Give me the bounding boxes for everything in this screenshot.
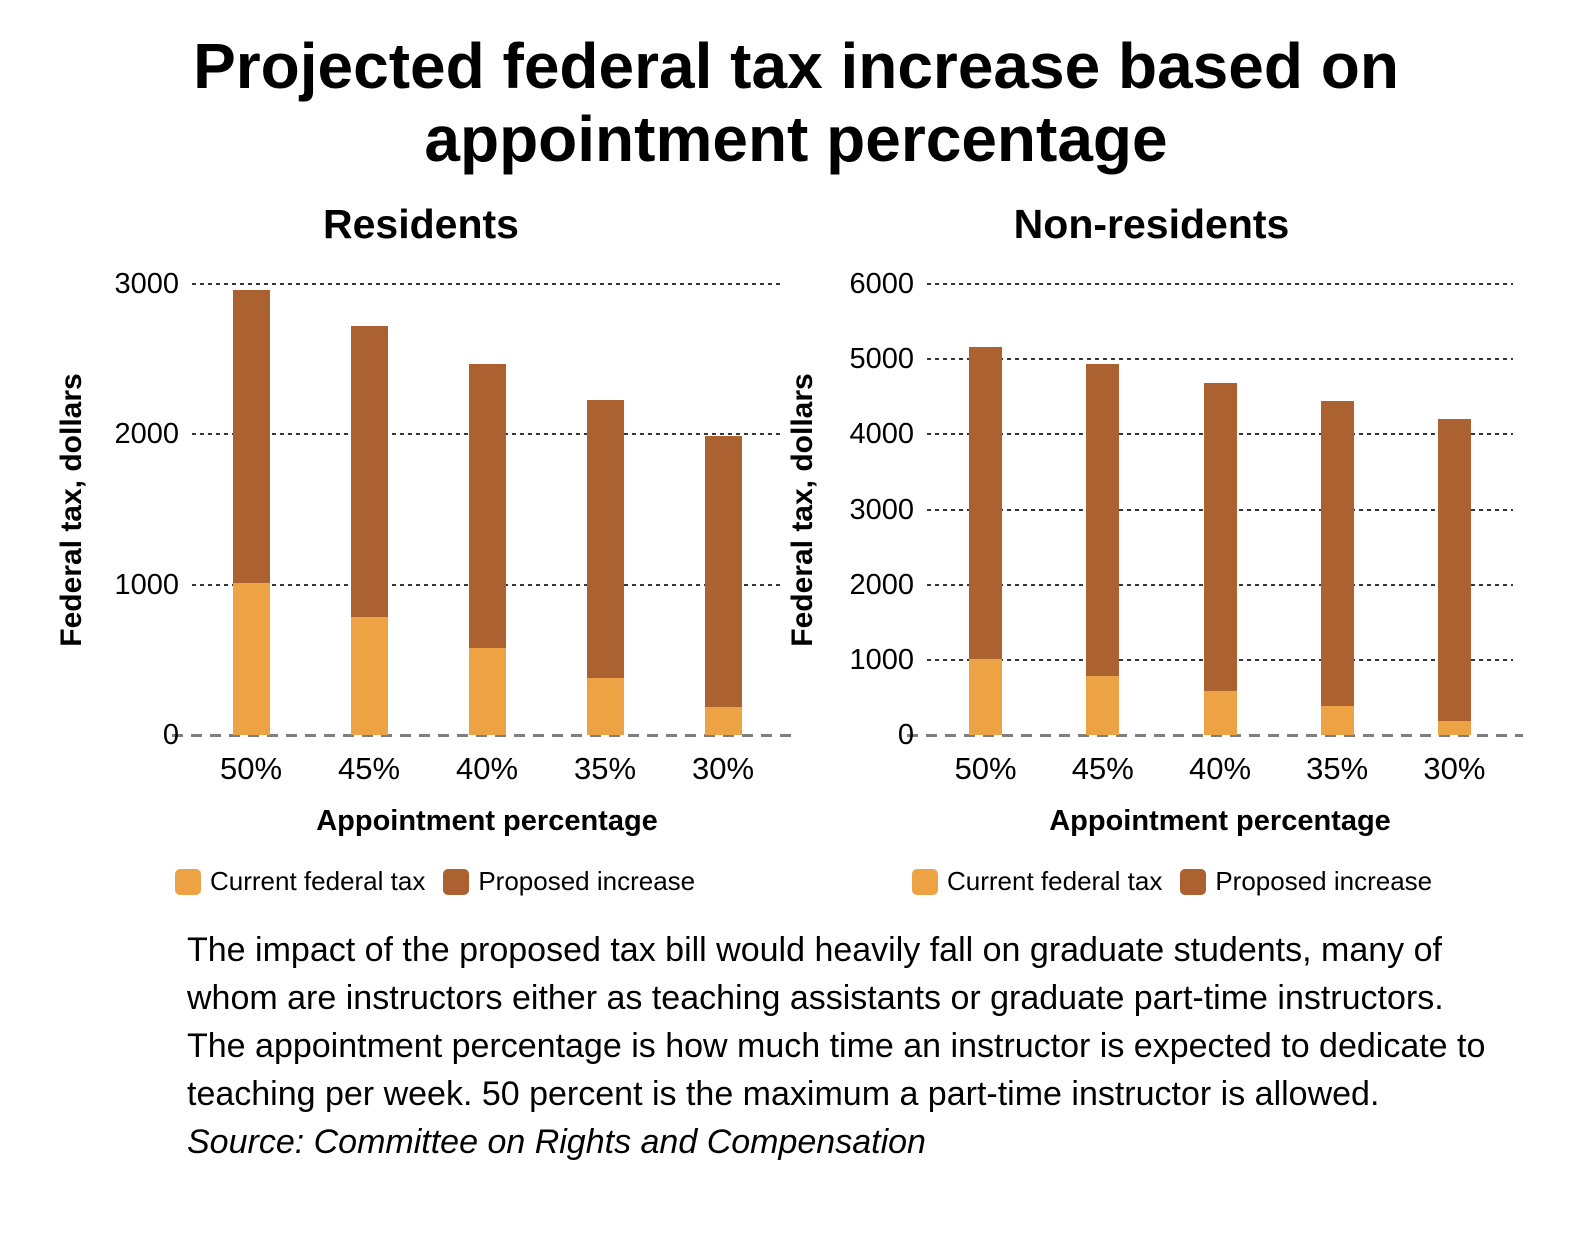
y-tick-label-residents-2000: 2000 — [114, 418, 179, 451]
bar-segment-proposed-residents-40% — [468, 363, 506, 648]
x-tick-label-residents-35%: 35% — [573, 751, 637, 786]
zero-gridline-non-residents — [907, 734, 1523, 737]
legend-label-proposed: Proposed increase — [478, 866, 696, 896]
legend-item-proposed-residents: Proposed increase — [443, 868, 695, 895]
chart-title-residents: Residents — [323, 201, 519, 247]
y-tick-label-non-residents-2000: 2000 — [849, 568, 914, 601]
bar-segment-proposed-residents-45% — [350, 326, 388, 617]
x-tick-label-residents-50%: 50% — [219, 751, 283, 786]
x-tick-label-residents-45%: 45% — [337, 751, 401, 786]
x-axis-title-residents: Appointment percentage — [316, 805, 658, 837]
bar-segment-current-non-residents-45% — [1086, 675, 1120, 735]
bar-segment-proposed-non-residents-35% — [1320, 401, 1354, 707]
bar-segment-proposed-non-residents-30% — [1437, 419, 1471, 722]
y-tick-label-non-residents-0: 0 — [897, 719, 914, 751]
bar-segment-proposed-residents-35% — [586, 399, 624, 678]
page-title-text: Projected federal tax increase based on … — [193, 30, 1399, 175]
bar-segment-current-residents-50% — [232, 583, 270, 735]
y-tick-label-non-residents-4000: 4000 — [849, 418, 914, 451]
bar-segment-proposed-non-residents-40% — [1203, 383, 1237, 692]
y-tick-label-non-residents-1000: 1000 — [849, 643, 914, 676]
zero-gridline-residents — [172, 734, 792, 737]
legend-item-proposed-non-residents: Proposed increase — [1180, 868, 1432, 895]
y-tick-label-non-residents-6000: 6000 — [849, 268, 914, 300]
bar-segment-proposed-residents-50% — [232, 290, 270, 584]
gridline-residents-3000 — [192, 283, 782, 285]
bar-segment-proposed-non-residents-50% — [969, 347, 1003, 660]
legend-label-current: Current federal tax — [210, 866, 426, 896]
caption-text: The impact of the proposed tax bill woul… — [187, 931, 1486, 1113]
legend-item-current-residents: Current federal tax — [175, 868, 425, 895]
caption-block: The impact of the proposed tax bill woul… — [187, 926, 1497, 1166]
x-tick-label-non-residents-40%: 40% — [1188, 751, 1252, 786]
bar-segment-current-residents-30% — [704, 707, 742, 735]
x-tick-label-non-residents-45%: 45% — [1071, 751, 1134, 786]
legend-swatch-current-icon — [175, 868, 201, 895]
x-tick-label-residents-30%: 30% — [691, 751, 755, 786]
legend-swatch-current-icon — [912, 868, 938, 895]
y-tick-label-residents-1000: 1000 — [114, 568, 179, 601]
bar-segment-current-residents-35% — [586, 677, 624, 735]
x-tick-label-non-residents-35%: 35% — [1306, 751, 1369, 786]
page-title: Projected federal tax increase based on … — [0, 30, 1592, 176]
legend-residents: Current federal tax Proposed increase — [175, 868, 713, 895]
y-tick-label-non-residents-3000: 3000 — [849, 493, 914, 526]
bar-segment-current-non-residents-35% — [1320, 706, 1354, 735]
y-tick-label-residents-0: 0 — [162, 719, 179, 751]
legend-item-current-non-residents: Current federal tax — [912, 868, 1162, 895]
x-tick-label-residents-40%: 40% — [455, 751, 519, 786]
bar-segment-current-residents-40% — [468, 647, 506, 735]
bar-segment-proposed-non-residents-45% — [1086, 364, 1120, 676]
legend-swatch-proposed-icon — [1180, 868, 1207, 895]
legend-label-current: Current federal tax — [947, 866, 1163, 896]
chart-title-non-residents: Non-residents — [1013, 201, 1290, 247]
gridline-non-residents-5000 — [927, 358, 1513, 361]
legend-label-proposed: Proposed increase — [1215, 866, 1433, 896]
bar-segment-current-non-residents-50% — [969, 659, 1003, 735]
x-tick-label-non-residents-50%: 50% — [954, 751, 1017, 786]
bar-segment-proposed-residents-30% — [704, 435, 742, 708]
y-axis-title-residents: Federal tax, dollars — [55, 372, 88, 647]
x-axis-title-non-residents: Appointment percentage — [1049, 805, 1391, 837]
bar-segment-current-non-residents-40% — [1203, 691, 1237, 735]
gridline-non-residents-6000 — [927, 283, 1513, 285]
legend-non-residents: Current federal tax Proposed increase — [912, 868, 1450, 895]
legend-swatch-proposed-icon — [443, 868, 470, 895]
bar-segment-current-residents-45% — [350, 616, 388, 735]
y-tick-label-residents-3000: 3000 — [114, 268, 179, 300]
source-note: Source: Committee on Rights and Compensa… — [187, 1123, 926, 1161]
bar-segment-current-non-residents-30% — [1437, 721, 1471, 735]
x-tick-label-non-residents-30%: 30% — [1423, 751, 1486, 786]
y-tick-label-non-residents-5000: 5000 — [849, 343, 914, 376]
